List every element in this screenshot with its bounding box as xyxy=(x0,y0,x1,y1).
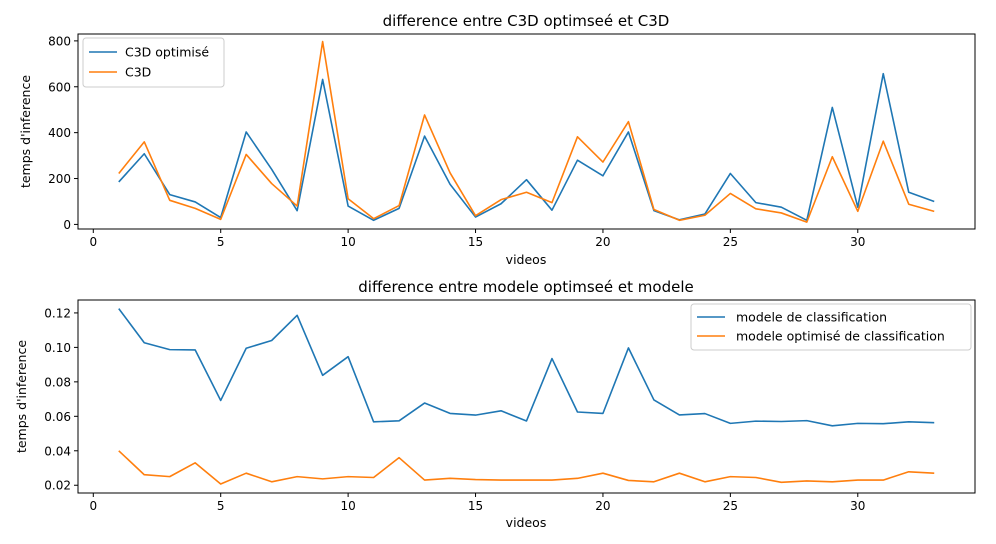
x-tick-label: 20 xyxy=(595,235,610,249)
x-tick-label: 25 xyxy=(723,235,738,249)
x-tick-label: 30 xyxy=(850,235,865,249)
legend: modele de classification modele optimisé… xyxy=(690,303,972,351)
chart-title: difference entre C3D optimseé et C3D xyxy=(383,12,670,30)
legend-box xyxy=(82,37,225,88)
x-tick-label: 15 xyxy=(468,499,483,513)
x-tick-label: 0 xyxy=(89,235,97,249)
y-tick-label: 0.04 xyxy=(44,444,71,458)
y-tick-label: 0.08 xyxy=(44,375,71,389)
y-axis-label: temps d'inference xyxy=(18,75,33,188)
x-axis: 0 5 10 15 20 25 30 xyxy=(89,493,865,513)
x-axis: 0 5 10 15 20 25 30 xyxy=(89,229,865,249)
chart-c3d-comparison: difference entre C3D optimseé et C3D 0 5 1… xyxy=(18,12,976,267)
legend: C3D optimisé C3D xyxy=(82,37,225,88)
x-axis-label: videos xyxy=(506,515,547,530)
y-axis-label: temps d'inference xyxy=(14,340,29,453)
x-axis-label: videos xyxy=(506,252,547,267)
series-line-c3d-optimis xyxy=(118,72,935,222)
x-tick-label: 10 xyxy=(340,235,355,249)
y-tick-label: 0.06 xyxy=(44,410,71,424)
y-tick-label: 0.12 xyxy=(44,306,71,320)
x-tick-label: 20 xyxy=(595,499,610,513)
series-line-modele-optimis-de-classification xyxy=(118,450,935,485)
chart-title: difference entre modele optimseé et mode… xyxy=(358,278,693,296)
series-lines xyxy=(118,308,935,485)
y-tick-label: 800 xyxy=(48,34,71,48)
y-axis: 0 200 400 600 800 xyxy=(48,34,78,232)
y-tick-label: 400 xyxy=(48,126,71,140)
y-tick-label: 0.10 xyxy=(44,341,71,355)
y-axis: 0.02 0.04 0.06 0.08 0.10 0.12 xyxy=(44,306,78,493)
x-tick-label: 5 xyxy=(217,499,225,513)
x-tick-label: 15 xyxy=(468,235,483,249)
series-line-modele-de-classification xyxy=(118,308,935,427)
legend-label-modele: modele de classification xyxy=(736,310,887,325)
legend-label-modele-optimise: modele optimisé de classification xyxy=(736,329,945,344)
x-tick-label: 0 xyxy=(89,499,97,513)
x-tick-label: 5 xyxy=(217,235,225,249)
legend-label-c3d: C3D xyxy=(125,65,151,80)
y-tick-label: 200 xyxy=(48,172,71,186)
y-tick-label: 0.02 xyxy=(44,479,71,493)
series-lines xyxy=(118,40,935,223)
series-line-c3d xyxy=(118,40,935,223)
legend-label-c3d-optimise: C3D optimisé xyxy=(125,45,209,60)
x-tick-label: 10 xyxy=(340,499,355,513)
chart-modele-comparison: difference entre modele optimseé et mode… xyxy=(14,278,976,530)
legend-box xyxy=(690,303,972,351)
y-tick-label: 0 xyxy=(63,218,71,232)
x-tick-label: 30 xyxy=(850,499,865,513)
x-tick-label: 25 xyxy=(723,499,738,513)
y-tick-label: 600 xyxy=(48,80,71,94)
